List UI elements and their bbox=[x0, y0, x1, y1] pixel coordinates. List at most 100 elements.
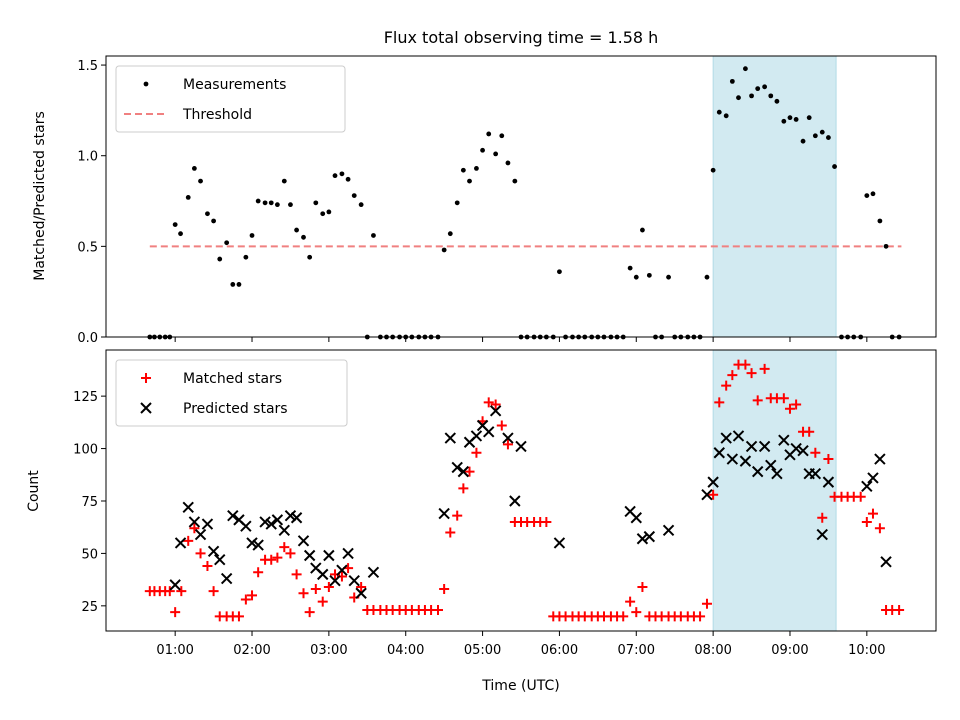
point-46 bbox=[636, 533, 649, 545]
point-7 bbox=[214, 553, 226, 566]
top-y-axis-label: Matched/Predicted stars bbox=[32, 111, 48, 281]
point-33 bbox=[451, 461, 463, 474]
point-29 bbox=[326, 209, 332, 215]
point-49 bbox=[701, 488, 713, 501]
legend-box bbox=[115, 65, 346, 133]
point-26 bbox=[307, 254, 313, 260]
point-105 bbox=[810, 447, 821, 458]
point-64 bbox=[797, 444, 809, 457]
point-63 bbox=[790, 442, 802, 455]
bottom-panel: 25 50 75 100 125 01:00 02:00 03:00 04:00 05:00 06:… bbox=[26, 349, 937, 694]
point-51 bbox=[464, 466, 475, 477]
point-33 bbox=[351, 193, 357, 198]
legend-dot-icon bbox=[143, 81, 149, 87]
point-24 bbox=[323, 549, 335, 562]
point-54 bbox=[483, 397, 494, 408]
point-45 bbox=[630, 512, 642, 524]
point-53 bbox=[726, 453, 739, 465]
point-6 bbox=[176, 586, 187, 597]
point-26 bbox=[336, 564, 348, 576]
y-tick-label: 0.5 bbox=[77, 240, 98, 255]
point-0 bbox=[169, 579, 181, 591]
point-43 bbox=[553, 537, 566, 549]
point-27 bbox=[342, 547, 354, 560]
point-79 bbox=[646, 272, 652, 278]
point-9 bbox=[198, 178, 203, 184]
point-118 bbox=[894, 605, 905, 616]
point-24 bbox=[294, 227, 299, 233]
point-77 bbox=[633, 274, 639, 280]
point-49 bbox=[452, 510, 463, 521]
point-21 bbox=[274, 202, 280, 208]
point-8 bbox=[189, 523, 200, 534]
chart-title: Flux total observing time = 1.58 h bbox=[384, 28, 659, 47]
point-50 bbox=[458, 483, 469, 494]
point-94 bbox=[740, 359, 751, 370]
point-91 bbox=[721, 380, 732, 391]
series-predicted-stars bbox=[169, 405, 892, 599]
point-9 bbox=[195, 548, 206, 559]
point-49 bbox=[454, 200, 460, 206]
point-18 bbox=[253, 567, 264, 578]
point-32 bbox=[345, 176, 351, 182]
point-104 bbox=[804, 426, 815, 437]
point-5 bbox=[201, 518, 214, 530]
point-42 bbox=[515, 440, 527, 453]
point-9 bbox=[227, 509, 239, 522]
point-68 bbox=[822, 476, 835, 488]
point-51 bbox=[467, 178, 472, 184]
point-56 bbox=[745, 440, 758, 453]
point-52 bbox=[720, 432, 732, 444]
point-61 bbox=[778, 434, 790, 446]
point-107 bbox=[823, 454, 834, 465]
point-52 bbox=[471, 447, 482, 458]
point-54 bbox=[732, 430, 745, 442]
point-105 bbox=[812, 133, 818, 139]
point-95 bbox=[746, 368, 757, 379]
point-48 bbox=[662, 524, 675, 537]
y-tick-label: 100 bbox=[73, 443, 98, 458]
point-67 bbox=[816, 528, 828, 541]
point-76 bbox=[625, 596, 636, 607]
point-23 bbox=[288, 202, 293, 208]
point-100 bbox=[778, 393, 789, 404]
point-92 bbox=[727, 370, 738, 381]
point-27 bbox=[310, 584, 321, 595]
point-22 bbox=[279, 542, 290, 553]
point-113 bbox=[864, 193, 870, 198]
point-88 bbox=[701, 598, 712, 609]
point-89 bbox=[710, 167, 716, 173]
point-20 bbox=[268, 200, 274, 206]
point-100 bbox=[781, 118, 787, 124]
point-21 bbox=[272, 552, 283, 563]
y-tick-label: 125 bbox=[73, 390, 98, 405]
point-13 bbox=[252, 539, 264, 551]
point-113 bbox=[861, 516, 872, 527]
point-101 bbox=[784, 403, 795, 414]
point-55 bbox=[739, 455, 752, 467]
point-10 bbox=[205, 211, 210, 217]
point-57 bbox=[505, 160, 511, 166]
point-57 bbox=[751, 465, 764, 478]
point-104 bbox=[806, 115, 812, 121]
point-17 bbox=[278, 524, 291, 537]
point-99 bbox=[774, 98, 780, 104]
point-107 bbox=[826, 135, 831, 140]
point-116 bbox=[883, 243, 889, 249]
point-1 bbox=[174, 537, 187, 549]
point-70 bbox=[867, 472, 879, 484]
point-56 bbox=[499, 133, 505, 139]
point-5 bbox=[172, 222, 178, 228]
x-tick-label: 07:00 bbox=[618, 643, 655, 658]
point-19 bbox=[290, 512, 303, 524]
x-tick-label: 06:00 bbox=[541, 643, 578, 658]
x-tick-label: 03:00 bbox=[310, 643, 347, 658]
highlight-span bbox=[712, 55, 837, 338]
point-16 bbox=[243, 254, 249, 260]
x-tick-label: 09:00 bbox=[771, 643, 808, 658]
point-23 bbox=[317, 568, 329, 581]
point-6 bbox=[207, 545, 220, 558]
point-11 bbox=[208, 586, 219, 597]
point-34 bbox=[356, 581, 367, 592]
